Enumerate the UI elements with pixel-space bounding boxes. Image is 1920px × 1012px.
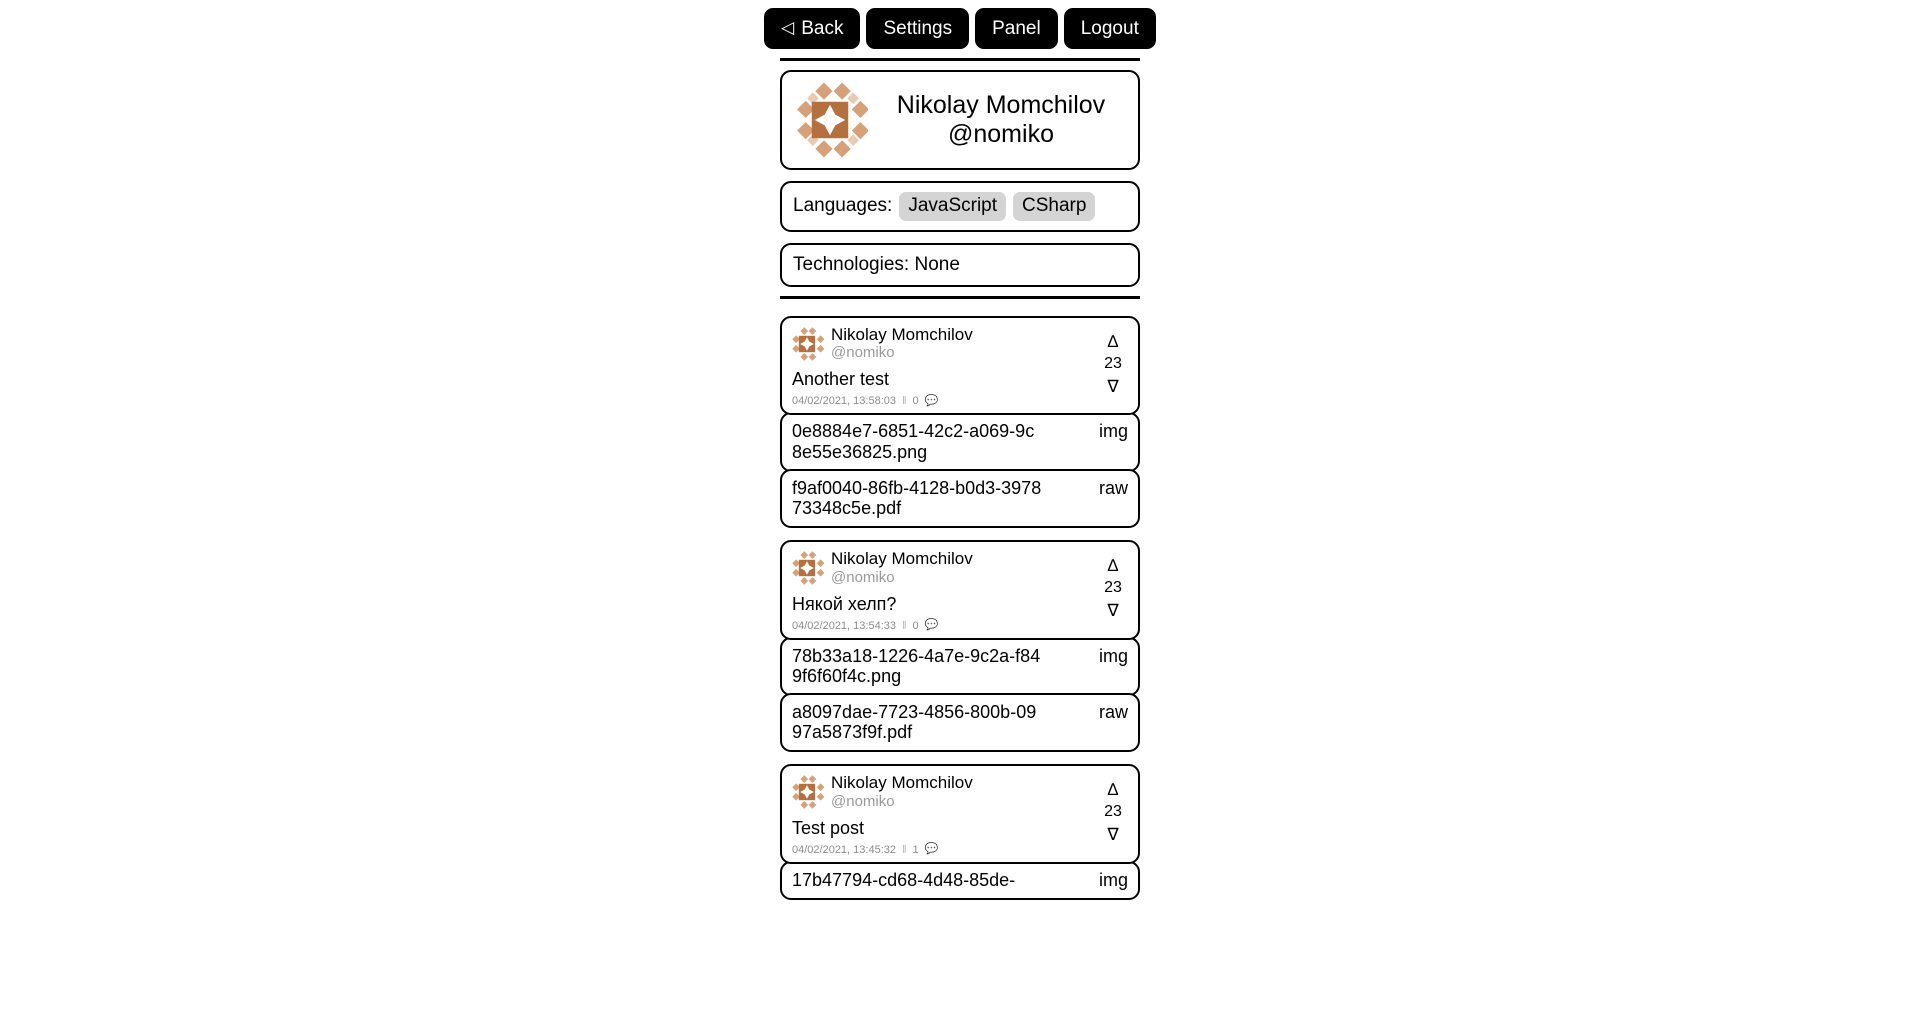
downvote-icon[interactable]: ∇: [1107, 825, 1119, 845]
post-author: Nikolay Momchilov: [831, 324, 973, 344]
post-author: Nikolay Momchilov: [831, 773, 973, 793]
post-content: Nikolay Momchilov @nomiko Test post 04/0…: [790, 773, 1096, 856]
attachment-row[interactable]: a8097dae-7723-4856-800b-0997a5873f9f.pdf…: [780, 692, 1140, 753]
vote-count: 23: [1104, 579, 1122, 597]
comment-icon: 💬: [924, 843, 939, 856]
post-block: Nikolay Momchilov @nomiko Test post 04/0…: [780, 764, 1140, 900]
post-handle: @nomiko: [831, 344, 895, 362]
post-identity: Nikolay Momchilov @nomiko: [831, 549, 973, 587]
post-header: Nikolay Momchilov @nomiko: [790, 325, 1096, 363]
attachment-name: f9af0040-86fb-4128-b0d3-397873348c5e.pdf: [792, 477, 1042, 518]
attachment-name: 78b33a18-1226-4a7e-9c2a-f849f6f60f4c.png: [792, 645, 1041, 686]
divider-posts: [780, 295, 1140, 299]
post-meta: 04/02/2021, 13:45:32 ‖ 1 💬: [790, 844, 1096, 856]
post-timestamp: 04/02/2021, 13:54:33: [792, 619, 896, 632]
post-card[interactable]: Nikolay Momchilov @nomiko Test post 04/0…: [780, 764, 1140, 864]
attachment-name: 17b47794-cd68-4d48-85de-: [792, 869, 1016, 890]
post-handle: @nomiko: [831, 792, 895, 810]
post-handle: @nomiko: [831, 568, 895, 586]
meta-separator: ‖: [901, 843, 907, 856]
post-comment-count: 1: [912, 843, 919, 856]
post-timestamp: 04/02/2021, 13:58:03: [792, 395, 896, 408]
meta-separator: ‖: [901, 395, 907, 408]
post-block: Nikolay Momchilov @nomiko Another test 0…: [780, 315, 1140, 529]
technologies-text: Technologies: None: [793, 253, 960, 275]
post-identity: Nikolay Momchilov @nomiko: [831, 773, 973, 811]
attachment-kind: raw: [1098, 701, 1128, 722]
attachment-row[interactable]: 78b33a18-1226-4a7e-9c2a-f849f6f60f4c.png…: [780, 636, 1140, 696]
attachment-kind: raw: [1098, 477, 1128, 498]
back-button-label: Back: [801, 18, 844, 39]
meta-separator: ‖: [901, 619, 907, 632]
divider-top: [780, 58, 1140, 61]
content-column: Nikolay Momchilov @nomiko Languages: Jav…: [780, 58, 1140, 900]
comment-icon: 💬: [924, 619, 939, 632]
back-button[interactable]: ◁ Back: [764, 8, 861, 49]
post-timestamp: 04/02/2021, 13:45:32: [792, 843, 896, 856]
post-header: Nikolay Momchilov @nomiko: [790, 773, 1096, 811]
vote-column: ∆ 23 ∇: [1096, 549, 1130, 632]
attachment-name: a8097dae-7723-4856-800b-0997a5873f9f.pdf: [792, 701, 1037, 743]
vote-column: ∆ 23 ∇: [1096, 773, 1130, 856]
attachment-kind: img: [1098, 645, 1128, 666]
post-card[interactable]: Nikolay Momchilov @nomiko Another test 0…: [780, 315, 1140, 416]
posts-list: Nikolay Momchilov @nomiko Another test 0…: [780, 315, 1140, 900]
profile-name: Nikolay Momchilov: [896, 91, 1106, 120]
attachment-row[interactable]: 17b47794-cd68-4d48-85de- img: [780, 860, 1140, 900]
back-arrow-icon: ◁: [781, 18, 795, 37]
downvote-icon[interactable]: ∇: [1107, 601, 1119, 621]
post-meta: 04/02/2021, 13:54:33 ‖ 0 💬: [790, 620, 1096, 632]
attachment-name: 0e8884e7-6851-42c2-a069-9c8e55e36825.png: [792, 421, 1035, 462]
vote-count: 23: [1104, 354, 1122, 372]
post-block: Nikolay Momchilov @nomiko Някой хелп? 04…: [780, 540, 1140, 753]
panel-button-label: Panel: [992, 18, 1041, 39]
logout-button[interactable]: Logout: [1063, 8, 1156, 49]
post-card[interactable]: Nikolay Momchilov @nomiko Някой хелп? 04…: [780, 540, 1140, 640]
downvote-icon[interactable]: ∇: [1107, 376, 1119, 396]
post-meta: 04/02/2021, 13:58:03 ‖ 0 💬: [790, 395, 1096, 407]
identicon-avatar: [792, 82, 868, 158]
post-identity: Nikolay Momchilov @nomiko: [831, 325, 973, 363]
language-tag-javascript[interactable]: JavaScript: [899, 192, 1007, 221]
post-header: Nikolay Momchilov @nomiko: [790, 549, 1096, 587]
profile-identity: Nikolay Momchilov @nomiko: [874, 91, 1128, 149]
post-content: Nikolay Momchilov @nomiko Another test 0…: [790, 325, 1096, 407]
upvote-icon[interactable]: ∆: [1107, 780, 1119, 800]
post-comment-count: 0: [912, 395, 919, 408]
attachment-kind: img: [1098, 869, 1128, 890]
profile-handle: @nomiko: [948, 120, 1054, 148]
upvote-icon[interactable]: ∆: [1107, 331, 1119, 351]
settings-button[interactable]: Settings: [866, 8, 970, 49]
languages-card: Languages: JavaScript CSharp: [780, 181, 1140, 232]
post-author: Nikolay Momchilov: [831, 549, 973, 569]
post-content: Nikolay Momchilov @nomiko Някой хелп? 04…: [790, 549, 1096, 632]
comment-icon: 💬: [924, 394, 939, 407]
identicon-avatar: [790, 775, 824, 810]
post-title: Някой хелп?: [792, 593, 897, 614]
settings-button-label: Settings: [883, 18, 953, 39]
post-comment-count: 0: [912, 619, 919, 632]
vote-count: 23: [1104, 803, 1122, 821]
logout-button-label: Logout: [1080, 18, 1139, 39]
attachment-row[interactable]: f9af0040-86fb-4128-b0d3-397873348c5e.pdf…: [780, 468, 1140, 529]
languages-label: Languages:: [793, 195, 893, 217]
vote-column: ∆ 23 ∇: [1096, 325, 1130, 408]
post-title: Another test: [792, 369, 890, 390]
attachment-row[interactable]: 0e8884e7-6851-42c2-a069-9c8e55e36825.png…: [780, 412, 1140, 472]
language-tag-csharp[interactable]: CSharp: [1013, 192, 1096, 221]
attachment-kind: img: [1098, 421, 1128, 442]
panel-button[interactable]: Panel: [975, 8, 1058, 49]
upvote-icon[interactable]: ∆: [1107, 556, 1119, 576]
identicon-avatar: [790, 326, 824, 361]
technologies-card: Technologies: None: [780, 242, 1140, 287]
post-title: Test post: [792, 817, 865, 838]
profile-card: Nikolay Momchilov @nomiko: [780, 70, 1140, 170]
top-navbar: ◁ Back Settings Panel Logout: [0, 0, 1920, 49]
identicon-avatar: [790, 551, 824, 586]
